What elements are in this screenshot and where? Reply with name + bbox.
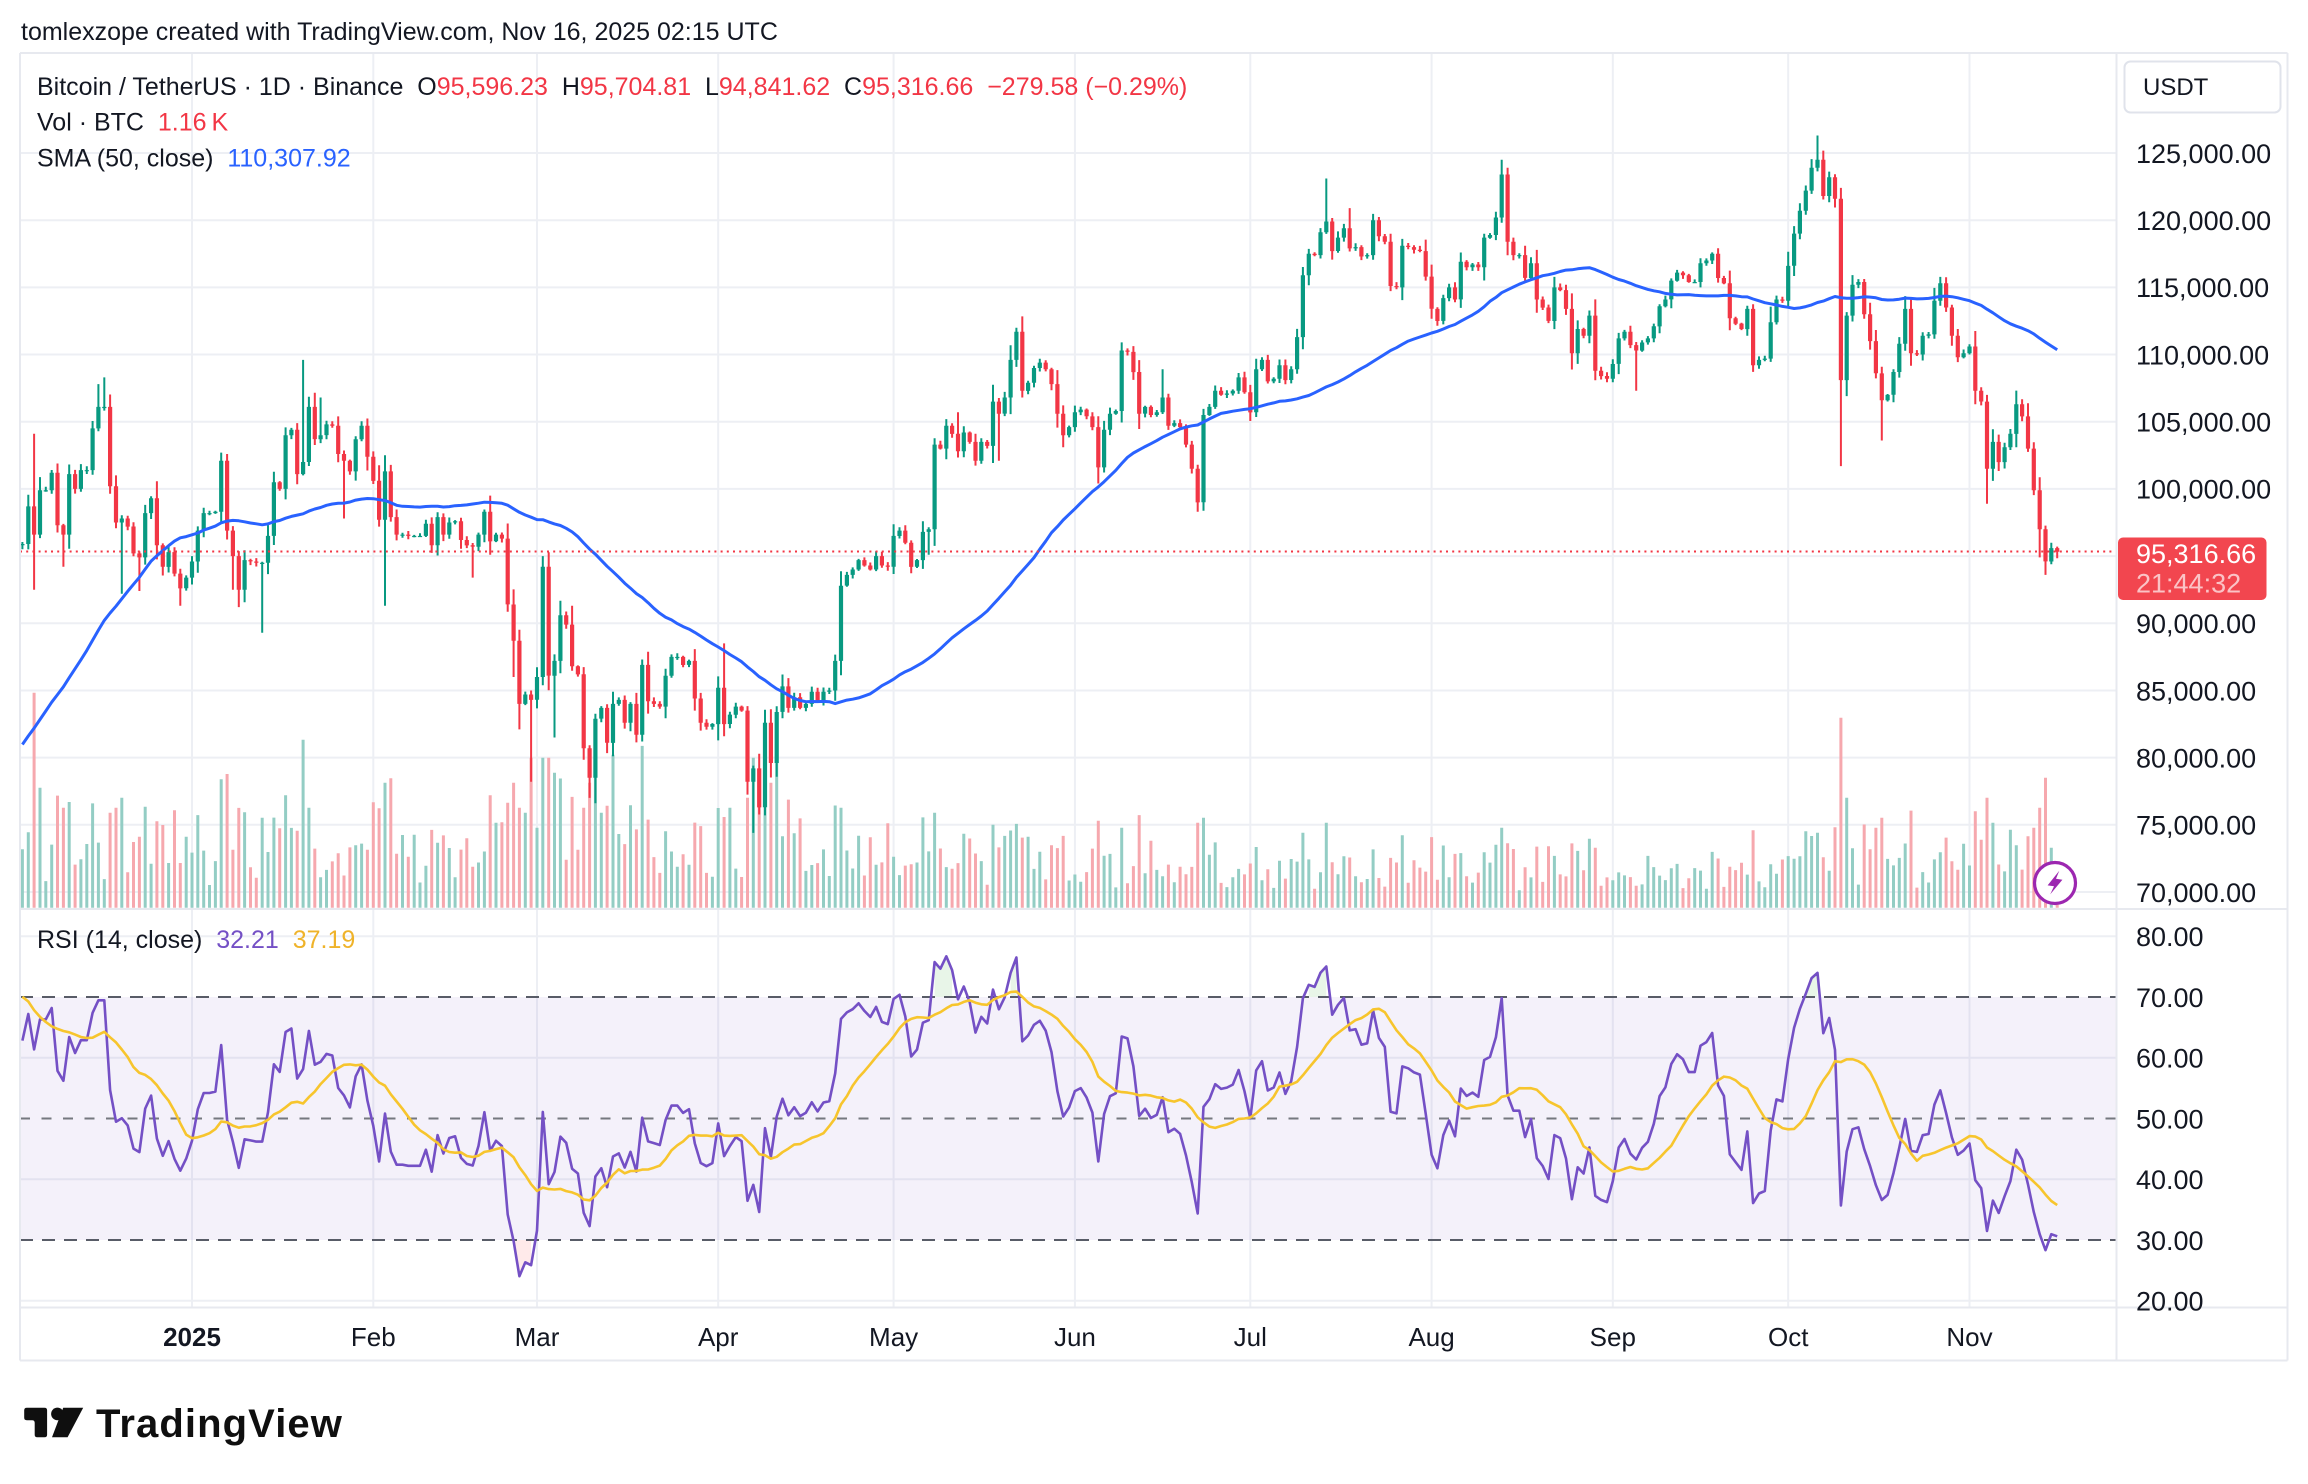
- svg-text:80,000.00: 80,000.00: [2136, 743, 2256, 773]
- svg-text:110,000.00: 110,000.00: [2136, 340, 2269, 370]
- svg-text:Sep: Sep: [1590, 1322, 1636, 1352]
- svg-text:Oct: Oct: [1768, 1322, 1809, 1352]
- svg-text:Nov: Nov: [1946, 1322, 1992, 1352]
- svg-text:85,000.00: 85,000.00: [2136, 676, 2256, 706]
- svg-text:70,000.00: 70,000.00: [2136, 878, 2256, 908]
- svg-text:100,000.00: 100,000.00: [2136, 475, 2271, 505]
- svg-text:95,316.66: 95,316.66: [2136, 539, 2256, 569]
- svg-text:Aug: Aug: [1408, 1322, 1454, 1352]
- svg-text:30.00: 30.00: [2136, 1226, 2204, 1256]
- svg-text:75,000.00: 75,000.00: [2136, 811, 2256, 841]
- svg-text:Vol · BTC 1.16 K: Vol · BTC 1.16 K: [37, 109, 229, 137]
- svg-text:115,000.00: 115,000.00: [2136, 273, 2269, 303]
- svg-text:70.00: 70.00: [2136, 983, 2204, 1013]
- svg-text:RSI (14, close) 32.21 37.19: RSI (14, close) 32.21 37.19: [37, 926, 355, 954]
- svg-text:TradingView: TradingView: [96, 1402, 343, 1446]
- svg-text:Apr: Apr: [698, 1322, 739, 1352]
- svg-text:105,000.00: 105,000.00: [2136, 408, 2271, 438]
- svg-text:Feb: Feb: [351, 1322, 396, 1352]
- svg-text:60.00: 60.00: [2136, 1044, 2204, 1074]
- svg-text:40.00: 40.00: [2136, 1165, 2204, 1195]
- svg-text:21:44:32: 21:44:32: [2136, 569, 2241, 599]
- svg-text:USDT: USDT: [2143, 74, 2209, 101]
- svg-text:125,000.00: 125,000.00: [2136, 139, 2271, 169]
- svg-text:tomlexzope created with Tradin: tomlexzope created with TradingView.com,…: [21, 18, 778, 46]
- svg-text:Jul: Jul: [1234, 1322, 1267, 1352]
- svg-text:May: May: [869, 1322, 918, 1352]
- svg-text:80.00: 80.00: [2136, 922, 2204, 952]
- svg-text:120,000.00: 120,000.00: [2136, 206, 2271, 236]
- svg-text:SMA (50, close) 110,307.92: SMA (50, close) 110,307.92: [37, 145, 351, 173]
- svg-text:2025: 2025: [163, 1322, 221, 1352]
- svg-text:20.00: 20.00: [2136, 1287, 2204, 1317]
- svg-text:Jun: Jun: [1054, 1322, 1096, 1352]
- svg-text:Bitcoin / TetherUS · 1D · Bina: Bitcoin / TetherUS · 1D · Binance O95,59…: [37, 73, 1187, 101]
- svg-text:50.00: 50.00: [2136, 1104, 2204, 1134]
- svg-text:90,000.00: 90,000.00: [2136, 609, 2256, 639]
- svg-text:Mar: Mar: [515, 1322, 560, 1352]
